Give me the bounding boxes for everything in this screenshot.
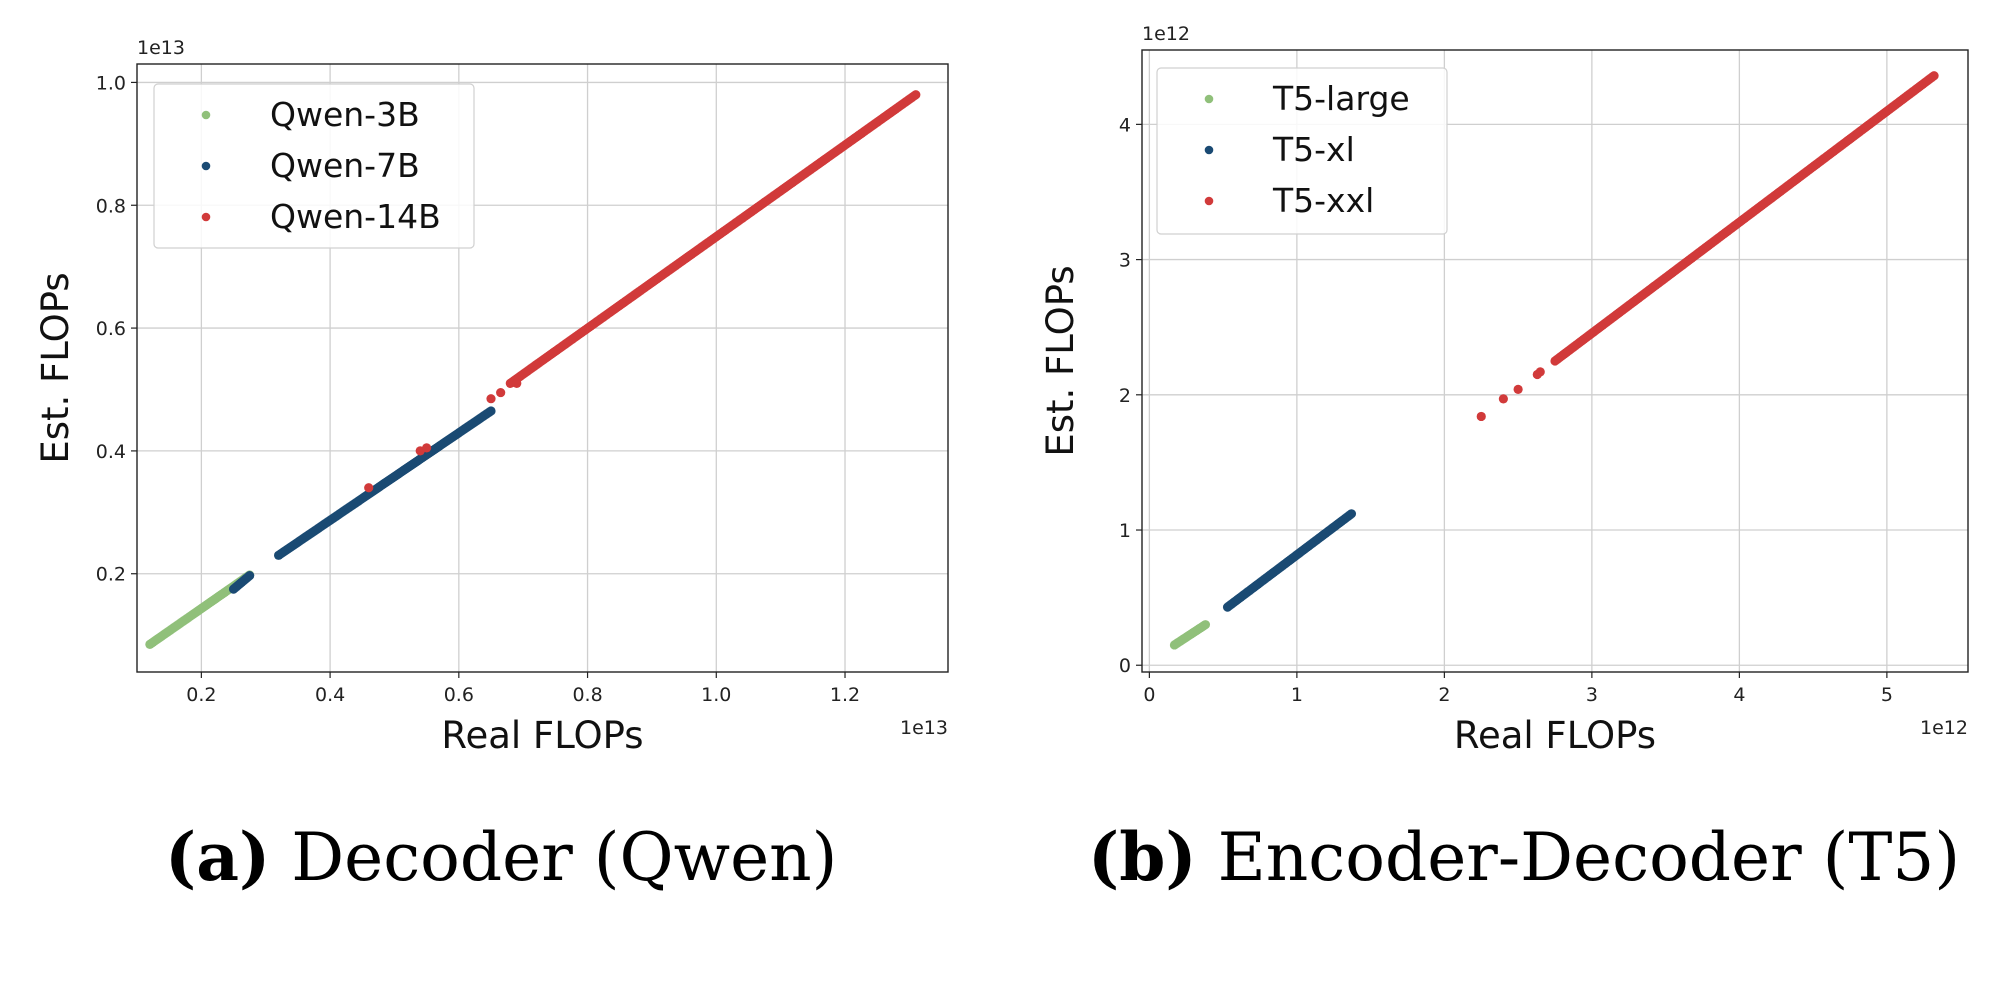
legend: Qwen-3B Qwen-7B Qwen-14B	[153, 83, 475, 249]
data-point	[486, 406, 496, 416]
x-tick-label: 0.4	[315, 684, 345, 706]
caption-b-tag: (b)	[1088, 818, 1197, 896]
data-point	[1200, 620, 1211, 630]
y-tick-label: 2	[1119, 385, 1131, 407]
plot-frame	[1141, 49, 1969, 673]
data-point	[531, 360, 541, 370]
data-point	[1476, 411, 1486, 422]
caption-b: (b) Encoder-Decoder (T5)	[1088, 818, 1960, 896]
x-tick-label: 0	[1143, 684, 1155, 706]
x-tick-label: 4	[1733, 684, 1745, 706]
legend-label: T5-xl	[1272, 130, 1355, 169]
x-tick-label: 0.6	[444, 684, 474, 706]
data-point	[486, 394, 496, 404]
x-tick-label: 1	[1291, 684, 1303, 706]
y-tick-label: 3	[1119, 250, 1131, 272]
y-tick-label: 0.2	[96, 564, 126, 586]
y-tick-label: 1	[1119, 520, 1131, 542]
series-qwen-7b	[228, 406, 496, 594]
caption-a-text: Decoder (Qwen)	[291, 819, 838, 896]
legend: T5-large T5-xl T5-xxl	[1156, 67, 1448, 235]
legend-marker	[1204, 145, 1214, 155]
x-exponent-label: 1e12	[1920, 717, 1968, 739]
legend-label: T5-xxl	[1272, 181, 1374, 220]
x-tick-label: 1.2	[830, 684, 860, 706]
legend-label: T5-large	[1272, 79, 1410, 118]
data-point	[496, 387, 506, 398]
y-axis-label: Est. FLOPs	[34, 272, 77, 463]
legend-marker	[201, 161, 211, 171]
y-axis-label: Est. FLOPs	[1039, 265, 1082, 456]
legend-marker	[201, 212, 211, 222]
chart-0: 0.2 0.4 0.6 0.8 1.0 1.2 0.2 0.4 0.6 0.8 1.0 1e13 1e1…	[34, 37, 949, 757]
x-axis-label: Real FLOPs	[441, 714, 643, 757]
data-point	[1346, 509, 1357, 519]
legend-label: Qwen-7B	[270, 146, 420, 185]
x-tick-label: 0.2	[186, 684, 216, 706]
x-tick-label: 2	[1438, 684, 1450, 706]
y-tick-label: 4	[1119, 114, 1131, 136]
legend-marker	[1204, 94, 1214, 104]
series-t5-xl	[1222, 509, 1357, 612]
y-exponent-label: 1e13	[137, 37, 185, 59]
caption-a: (a) Decoder (Qwen)	[165, 818, 837, 896]
y-tick-label: 0.4	[96, 441, 126, 463]
series-t5-large	[1169, 620, 1211, 650]
y-tick-label: 0.6	[96, 318, 126, 340]
y-exponent-label: 1e12	[1142, 23, 1190, 45]
legend-label: Qwen-3B	[270, 95, 420, 134]
caption-a-tag: (a)	[165, 818, 271, 896]
chart-1: 0 1 2 3 4 5 0 1 2 3 4 1e12 1e12 Real FLOPs Est. FLOPs T…	[1039, 23, 1969, 757]
data-point	[1513, 384, 1523, 394]
data-point	[364, 483, 374, 493]
x-tick-label: 3	[1586, 684, 1598, 706]
y-tick-label: 0.8	[96, 195, 126, 217]
data-point	[1929, 71, 1939, 81]
legend-label: Qwen-14B	[270, 197, 441, 236]
legend-marker	[201, 110, 211, 120]
data-point	[1535, 367, 1545, 377]
legend-box	[153, 83, 475, 249]
series-t5-xxl	[1476, 71, 1939, 422]
x-axis-label: Real FLOPs	[1454, 714, 1656, 757]
y-tick-label: 0	[1119, 655, 1131, 677]
data-point	[1498, 394, 1508, 404]
data-point	[422, 443, 432, 453]
data-point	[512, 378, 522, 388]
plot-frame	[136, 63, 949, 673]
legend-box	[1156, 67, 1448, 235]
caption-b-text: Encoder-Decoder (T5)	[1217, 819, 1961, 896]
y-tick-label: 1.0	[96, 72, 126, 94]
x-tick-label: 1.0	[701, 684, 731, 706]
x-exponent-label: 1e13	[900, 717, 948, 739]
x-tick-label: 5	[1881, 684, 1893, 706]
x-tick-label: 0.8	[572, 684, 602, 706]
series-qwen-14b	[364, 90, 921, 493]
data-point	[911, 90, 921, 100]
data-point	[245, 570, 255, 581]
legend-marker	[1204, 196, 1214, 206]
